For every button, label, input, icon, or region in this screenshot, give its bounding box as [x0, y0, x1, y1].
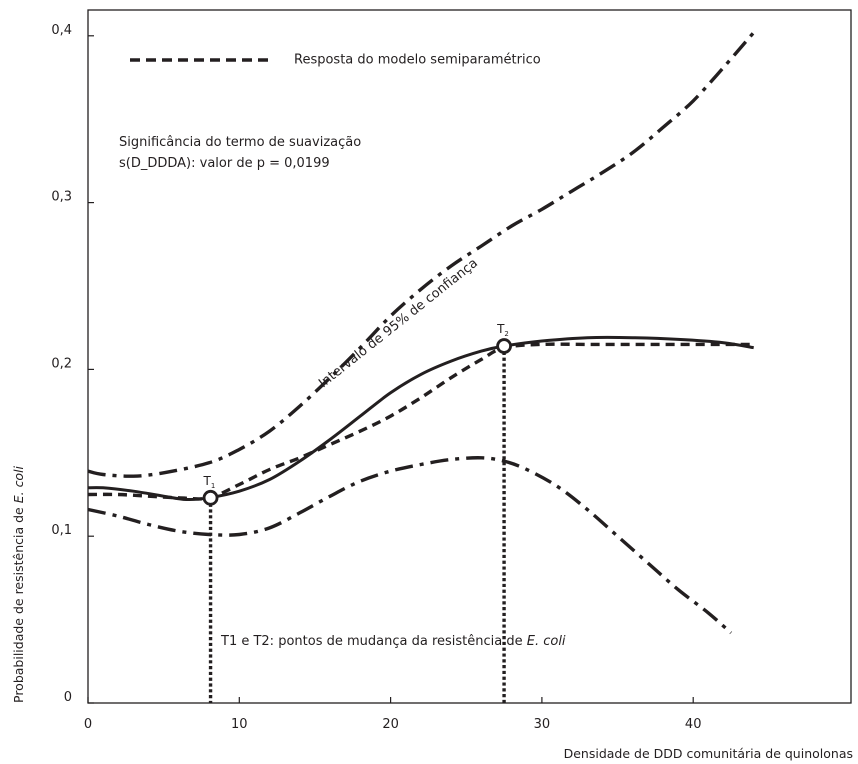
legend-label: Resposta do modelo semiparamétrico: [294, 53, 541, 68]
plot-frame: [87, 9, 852, 704]
change-point-label-letter: T: [203, 474, 212, 488]
change-point-label-2: T2: [496, 322, 509, 338]
y-tick-label: 0: [64, 690, 72, 705]
change-point-label-1: T1: [203, 474, 216, 490]
y-axis-title-italic: E. coli: [11, 465, 26, 503]
change-points-note: T1 e T2: pontos de mudança da resistênci…: [220, 634, 566, 649]
change-point-label-subscript: 2: [504, 330, 508, 338]
y-axis-ticks: 0 0,1 0,2 0,3 0,4: [51, 23, 94, 705]
significance-line-1: Significância do termo de suavização: [119, 135, 361, 150]
change-point-label-subscript: 1: [211, 482, 215, 490]
x-axis-ticks: 0 10 20 30 40: [84, 697, 702, 732]
x-axis-title: Densidade de DDD comunitária de quinolon…: [564, 746, 853, 761]
semiparametric-response-curve: [87, 342, 754, 501]
y-tick-label: 0,4: [51, 23, 72, 38]
change-point-marker-1: [202, 489, 219, 506]
y-axis-title: Probabilidade de resistência de E. coli: [11, 465, 26, 703]
fitted-curve: [87, 335, 754, 502]
change-points-note-text: T1 e T2: pontos de mudança da resistênci…: [220, 634, 527, 649]
x-tick-label: 0: [84, 717, 92, 732]
y-tick-label: 0,2: [51, 356, 72, 371]
change-point-marker-2: [496, 338, 512, 354]
x-tick-label: 10: [231, 717, 248, 732]
change-point-guides: [208, 346, 506, 703]
y-axis-title-main: Probabilidade de resistência de: [11, 503, 26, 703]
y-tick-label: 0,3: [51, 190, 72, 205]
ci-label: Intervalo de 95% de confiança: [316, 256, 481, 391]
change-point-label-letter: T: [496, 322, 505, 336]
curves: [87, 31, 755, 635]
x-tick-label: 30: [534, 717, 551, 732]
lower-confidence-bound: [87, 456, 733, 635]
x-tick-label: 40: [685, 717, 702, 732]
significance-line-2: s(D_DDDA): valor de p = 0,0199: [119, 156, 330, 171]
x-tick-label: 20: [382, 717, 399, 732]
y-tick-label: 0,1: [51, 523, 72, 538]
legend: Resposta do modelo semiparamétrico: [130, 53, 541, 68]
upper-confidence-bound: [87, 31, 755, 478]
change-points-note-italic: E. coli: [527, 634, 566, 649]
